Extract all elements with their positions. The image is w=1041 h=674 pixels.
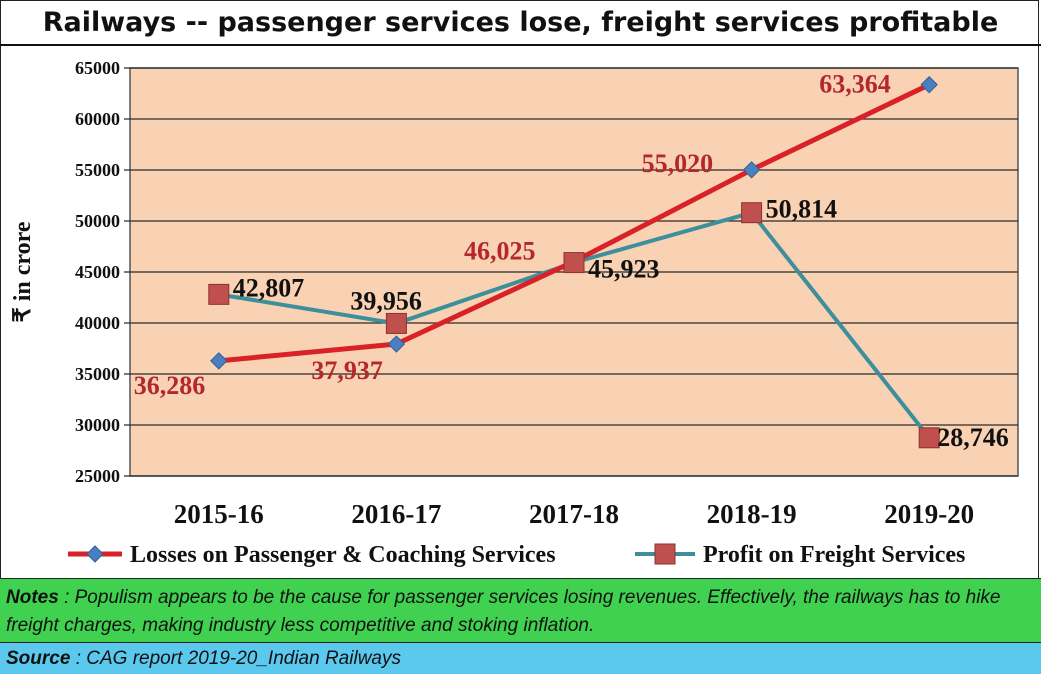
source-box: Source : CAG report 2019-20_Indian Railw… (0, 643, 1041, 674)
source-label: Source (6, 648, 71, 669)
legend-label-passenger: Losses on Passenger & Coaching Services (130, 542, 556, 568)
y-tick-label: 45000 (75, 262, 120, 282)
legend-marker-freight (654, 543, 676, 565)
y-tick-label: 25000 (75, 466, 120, 486)
marker-passenger (920, 75, 938, 94)
marker-freight (918, 427, 940, 449)
marker-passenger (210, 352, 228, 370)
x-tick-label: 2017-18 (529, 499, 619, 529)
x-tick-label: 2016-17 (351, 499, 441, 529)
chart-title: Railways -- passenger services lose, fre… (0, 0, 1041, 46)
data-label-passenger: 37,937 (311, 356, 383, 385)
marker-freight (563, 252, 585, 274)
x-tick-label: 2019-20 (884, 499, 974, 529)
marker-freight (385, 312, 407, 334)
legend-marker-passenger (86, 545, 104, 563)
y-tick-label: 50000 (75, 211, 120, 231)
data-label-freight: 28,746 (937, 423, 1009, 452)
data-label-freight: 50,814 (766, 195, 838, 224)
marker-passenger (387, 335, 406, 353)
y-tick-label: 30000 (75, 415, 120, 435)
marker-passenger (742, 161, 761, 179)
data-label-passenger: 46,025 (464, 237, 536, 266)
notes-label: Notes (6, 587, 59, 608)
plot-area: 25000 30000 35000 40000 45000 50000 55000 60000… (10, 58, 1019, 568)
y-tick-label: 60000 (75, 109, 120, 129)
y-tick-label: 40000 (75, 313, 120, 333)
x-tick-label: 2015-16 (174, 499, 264, 529)
data-label-freight: 39,956 (350, 286, 422, 315)
marker-freight (208, 283, 230, 305)
line-chart: 25000 30000 35000 40000 45000 50000 55000 60000… (10, 58, 1019, 568)
y-tick-label: 65000 (75, 58, 120, 78)
notes-text: : Populism appears to be the cause for p… (6, 587, 1001, 636)
data-label-freight: 42,807 (233, 273, 304, 302)
legend-label-freight: Profit on Freight Services (703, 542, 965, 568)
source-text: : CAG report 2019-20_Indian Railways (70, 648, 401, 669)
data-label-passenger: 36,286 (134, 371, 206, 400)
data-label-passenger: 55,020 (642, 149, 714, 178)
y-axis-label: ₹ in crore (10, 221, 36, 322)
y-tick-label: 35000 (75, 364, 120, 384)
x-tick-label: 2018-19 (707, 499, 797, 529)
y-tick-label: 55000 (75, 160, 120, 180)
data-label-freight: 45,923 (588, 255, 660, 284)
data-label-passenger: 63,364 (819, 70, 891, 99)
marker-freight (741, 202, 763, 224)
notes-box: Notes : Populism appears to be the cause… (0, 578, 1041, 643)
